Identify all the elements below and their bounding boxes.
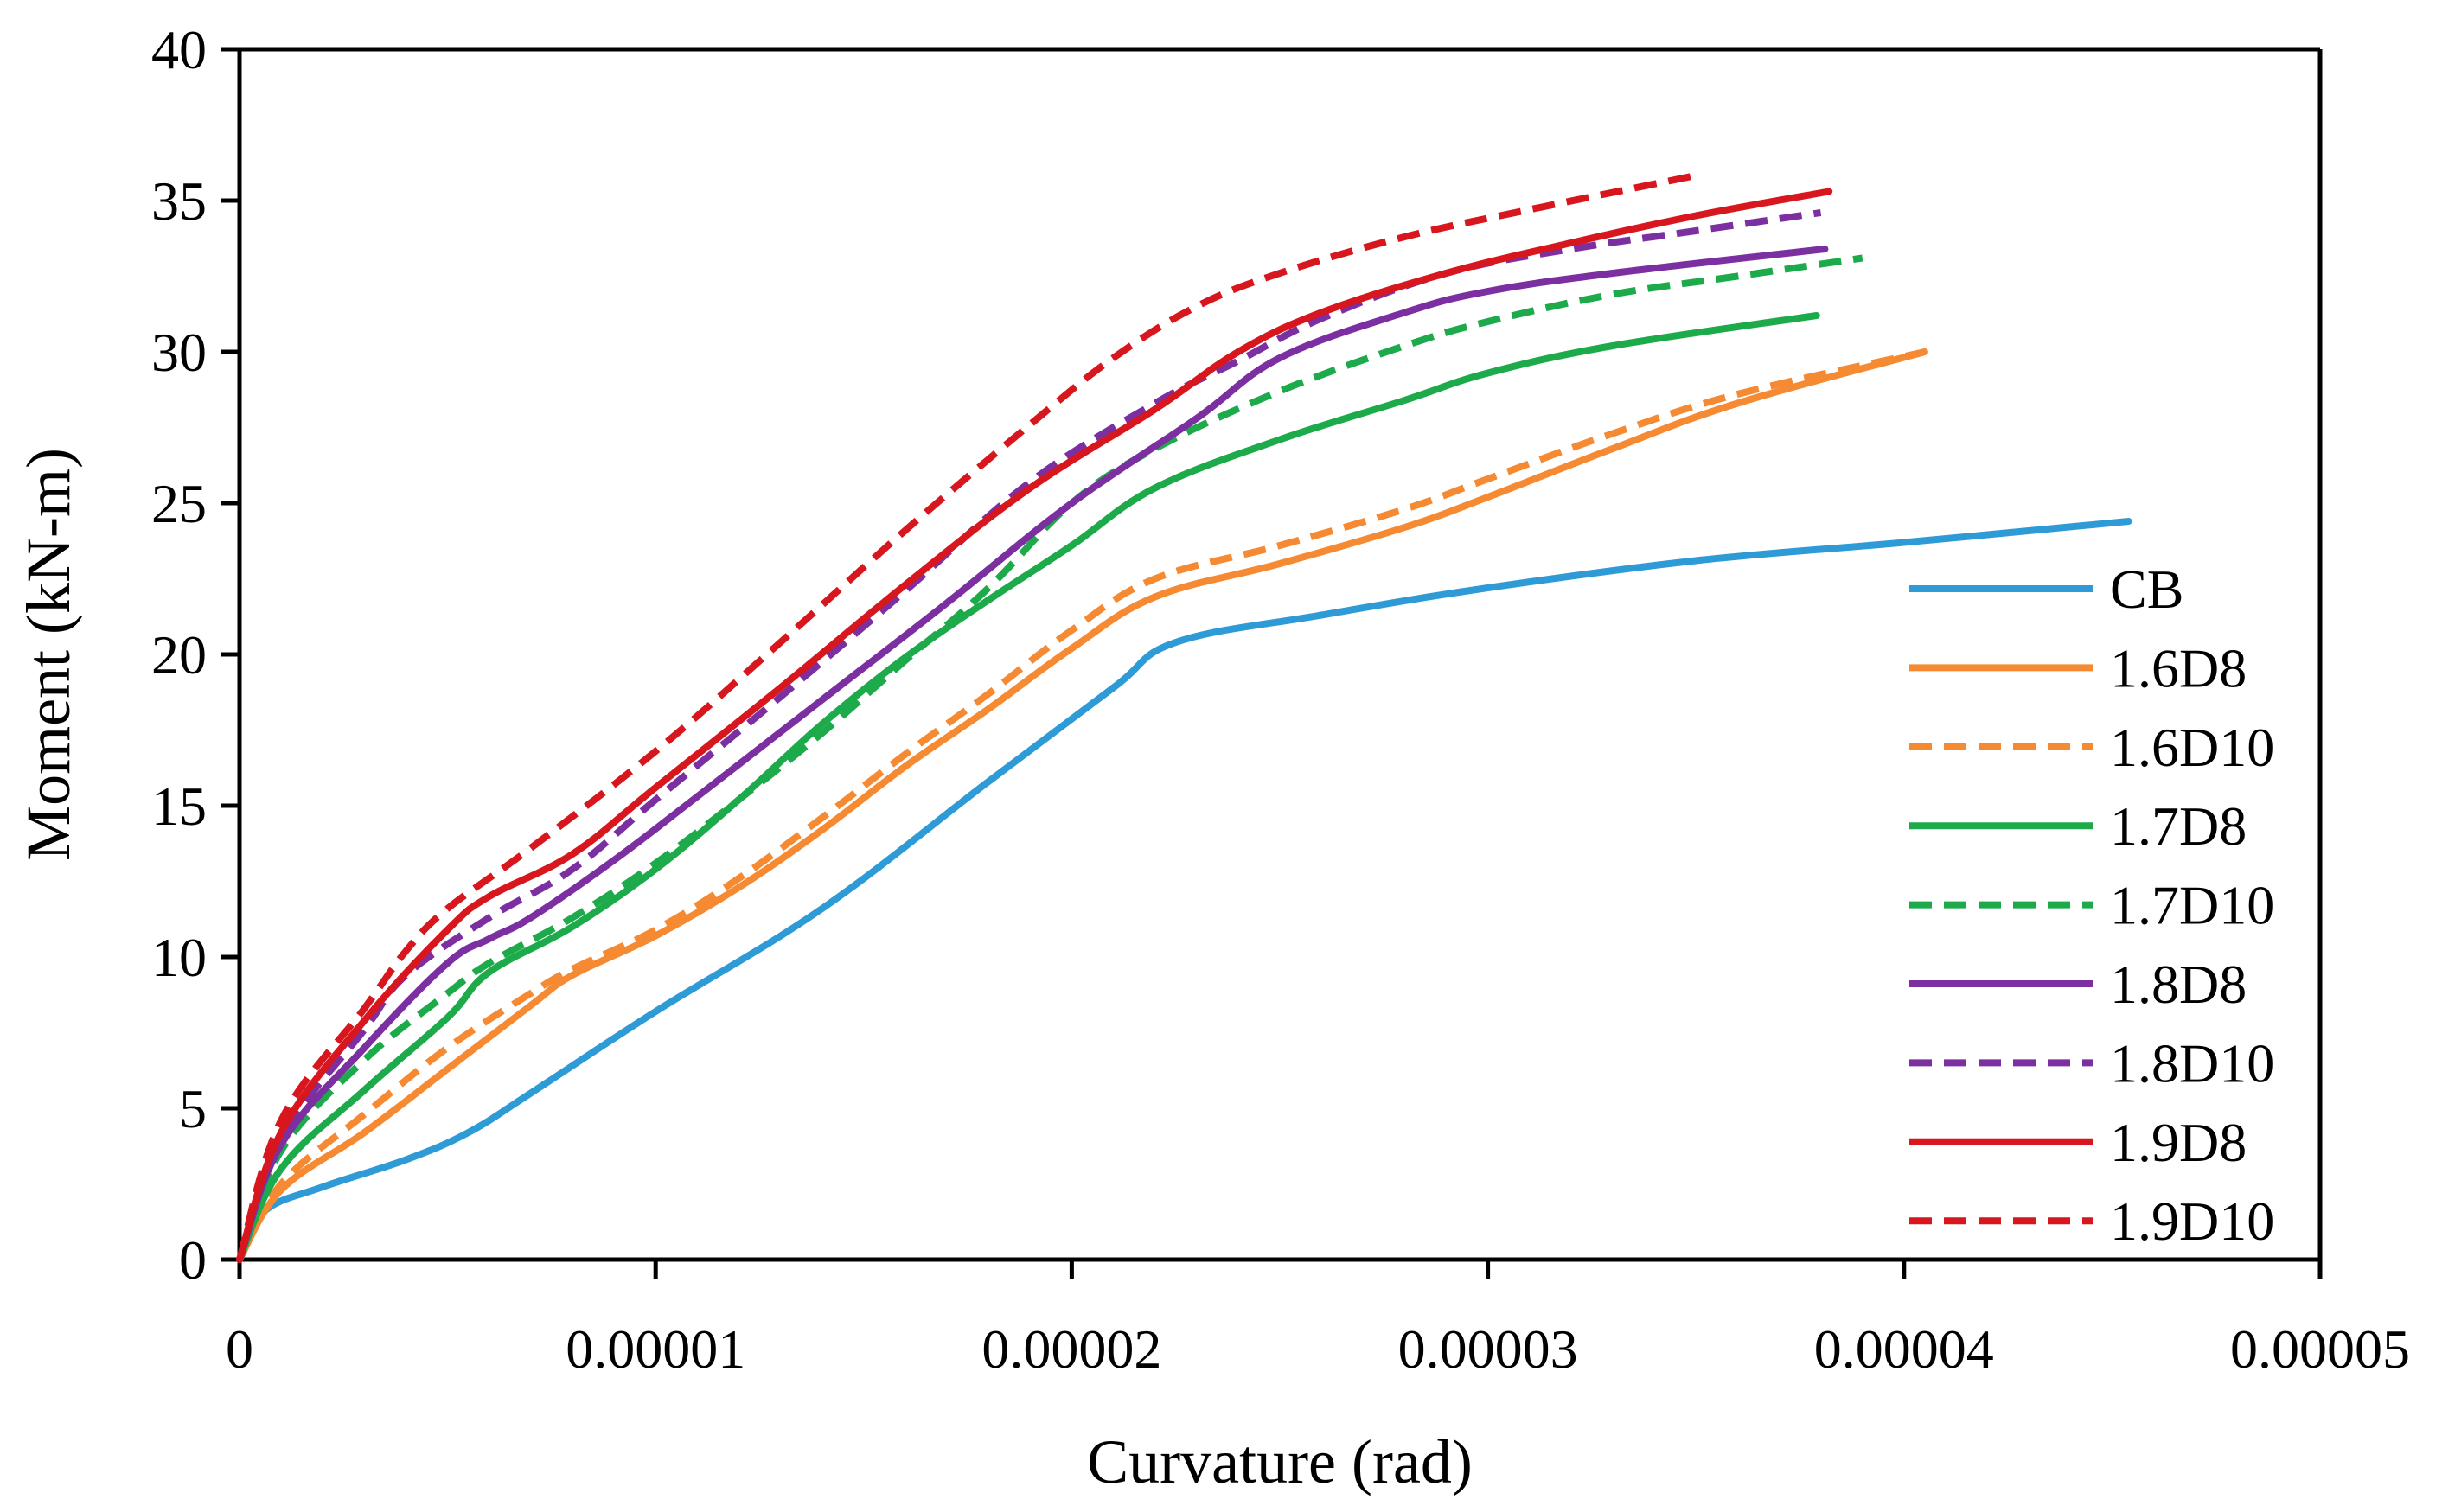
legend-label-1-8d8: 1.8D8 [2110,954,2247,1015]
legend-label-1-9d8: 1.9D8 [2110,1112,2247,1173]
series-lines [236,173,2132,1263]
x-tick-label: 0.00001 [566,1318,745,1380]
x-tick-label: 0 [226,1318,253,1380]
y-axis-title: Moment (kN-m) [14,448,83,861]
y-tick-label: 30 [151,322,207,383]
y-axis-ticks: 0 5 10 15 20 25 30 35 40 [151,19,240,1291]
x-tick-label: 0.00004 [1814,1318,1994,1380]
y-tick-label: 15 [151,775,207,837]
y-tick-label: 10 [151,927,207,988]
legend-label-1-9d10: 1.9D10 [2110,1190,2274,1252]
series-line-1-9d8 [236,188,1833,1263]
legend-label-1-6d10: 1.6D10 [2110,717,2274,778]
y-tick-label: 20 [151,624,207,686]
x-tick-label: 0.00005 [2230,1318,2410,1380]
legend-label-1-7d10: 1.7D10 [2110,875,2274,936]
series-line-1-8d8 [236,246,1829,1263]
legend: CB 1.6D8 1.6D10 1.7D8 1.7D10 1.8D8 1.8D10 1.9D8… [1909,558,2274,1252]
legend-label-1-6d8: 1.6D8 [2110,637,2247,699]
series-line-cb [236,518,2132,1263]
series-line-1-6d8 [236,348,1928,1263]
legend-label-1-8d10: 1.8D10 [2110,1032,2274,1094]
x-axis-title: Curvature (rad) [1087,1427,1473,1496]
legend-label-1-7d8: 1.7D8 [2110,795,2247,857]
y-tick-label: 35 [151,170,207,232]
legend-label-cb: CB [2110,558,2183,620]
y-tick-label: 40 [151,19,207,80]
x-tick-label: 0.00003 [1398,1318,1578,1380]
series-line-1-7d10 [236,254,1863,1261]
series-line-1-9d10 [236,173,1693,1261]
x-tick-label: 0.00002 [981,1318,1161,1380]
x-axis-ticks: 0 0.00001 0.00002 0.00003 0.00004 0.00005 [226,1260,2410,1380]
y-tick-label: 5 [179,1078,207,1139]
y-tick-label: 0 [179,1229,207,1291]
y-tick-label: 25 [151,473,207,534]
